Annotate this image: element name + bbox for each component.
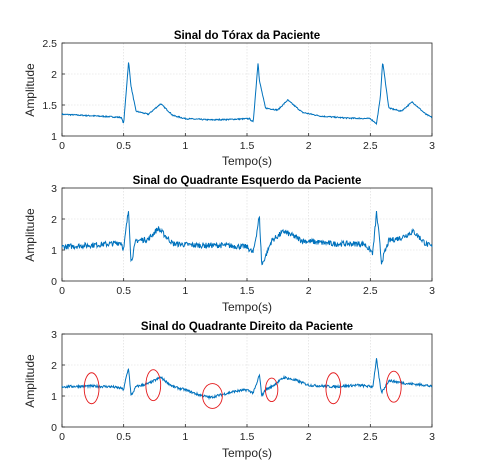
x-tick-label: 3 bbox=[429, 431, 435, 443]
y-tick-label: 2 bbox=[51, 214, 57, 226]
signal-line bbox=[61, 358, 433, 401]
x-tick-label: 0.5 bbox=[116, 431, 131, 443]
panel-esquerdo-ticks: 0 0.5 1 1.5 2 2.5 3 0 1 2 3 bbox=[51, 183, 435, 297]
annotation-ellipse bbox=[325, 372, 342, 405]
y-tick-label: 3 bbox=[51, 329, 57, 341]
y-tick-label: 1.5 bbox=[42, 100, 57, 112]
annotation-ellipse bbox=[83, 372, 100, 405]
panel-direito-annotations bbox=[83, 369, 402, 409]
panel-torax-ylabel: Amplitude bbox=[23, 63, 37, 117]
x-tick-label: 2.5 bbox=[363, 431, 378, 443]
annotation-ellipse bbox=[202, 383, 223, 409]
x-tick-label: 3 bbox=[429, 140, 435, 152]
x-tick-label: 1.5 bbox=[240, 431, 255, 443]
y-tick-label: 2 bbox=[51, 360, 57, 372]
panel-esquerdo-title: Sinal do Quadrante Esquerdo da Paciente bbox=[133, 175, 362, 187]
x-tick-label: 1 bbox=[182, 285, 188, 297]
annotation-ellipse bbox=[145, 369, 162, 402]
x-tick-label: 0.5 bbox=[116, 285, 131, 297]
y-tick-label: 3 bbox=[51, 183, 57, 195]
y-tick-label: 0 bbox=[51, 276, 57, 288]
panel-torax-title: Sinal do Tórax da Paciente bbox=[174, 30, 320, 42]
panel-direito-ticks: 0 0.5 1 1.5 2 2.5 3 0 1 2 3 bbox=[51, 329, 435, 443]
x-tick-label: 3 bbox=[429, 285, 435, 297]
panel-esquerdo: Sinal do Quadrante Esquerdo da Paciente … bbox=[23, 175, 435, 314]
x-tick-label: 1.5 bbox=[240, 285, 255, 297]
y-tick-label: 0 bbox=[51, 422, 57, 434]
panel-esquerdo-xlabel: Tempo(s) bbox=[222, 300, 272, 314]
x-tick-label: 0.5 bbox=[116, 140, 131, 152]
panel-torax: Sinal do Tórax da Paciente 0 0.5 1 1.5 2 2.5 3… bbox=[23, 30, 435, 168]
panel-direito-xlabel: Tempo(s) bbox=[222, 446, 272, 460]
x-tick-label: 2 bbox=[306, 140, 312, 152]
panel-direito-plot bbox=[61, 358, 433, 401]
x-tick-label: 0 bbox=[59, 140, 65, 152]
y-tick-label: 1 bbox=[51, 245, 57, 257]
x-tick-label: 0 bbox=[59, 285, 65, 297]
panel-torax-plot bbox=[61, 62, 433, 126]
y-tick-label: 1 bbox=[51, 391, 57, 403]
signal-line bbox=[61, 62, 433, 126]
y-tick-label: 2 bbox=[51, 69, 57, 81]
panel-esquerdo-ylabel: Amplitude bbox=[23, 208, 37, 262]
y-tick-label: 2.5 bbox=[42, 38, 57, 50]
panel-esquerdo-grid bbox=[62, 188, 432, 281]
x-tick-label: 1 bbox=[182, 140, 188, 152]
panel-direito-ylabel: Amplitude bbox=[23, 354, 37, 408]
panel-esquerdo-plot bbox=[61, 210, 433, 266]
x-tick-label: 1.5 bbox=[240, 140, 255, 152]
panel-torax-xlabel: Tempo(s) bbox=[222, 154, 272, 168]
annotation-ellipse bbox=[385, 370, 402, 403]
x-tick-label: 1 bbox=[182, 431, 188, 443]
x-tick-label: 2.5 bbox=[363, 285, 378, 297]
x-tick-label: 0 bbox=[59, 431, 65, 443]
annotation-ellipse bbox=[265, 377, 279, 403]
x-tick-label: 2 bbox=[306, 431, 312, 443]
panel-direito-title: Sinal do Quadrante Direito da Paciente bbox=[141, 321, 353, 333]
x-tick-label: 2.5 bbox=[363, 140, 378, 152]
y-tick-label: 1 bbox=[51, 131, 57, 143]
signal-line bbox=[61, 210, 433, 266]
panel-direito-grid bbox=[62, 334, 432, 427]
x-tick-label: 2 bbox=[306, 285, 312, 297]
panel-direito: Sinal do Quadrante Direito da Paciente 0… bbox=[23, 321, 435, 460]
panel-torax-ticks: 0 0.5 1 1.5 2 2.5 3 1 1.5 2 2.5 bbox=[42, 38, 435, 152]
panel-torax-grid bbox=[62, 43, 432, 136]
